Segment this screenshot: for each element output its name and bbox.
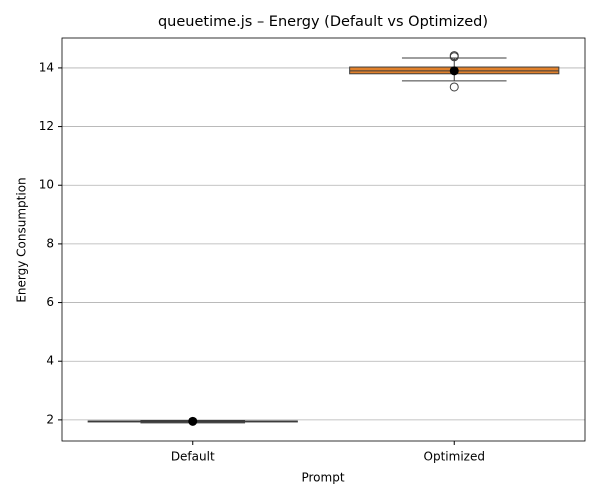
plot-frame	[61, 37, 586, 442]
chart-title: queuetime.js – Energy (Default vs Optimi…	[158, 14, 488, 30]
y-tick-label: 14	[39, 60, 54, 74]
outlier	[449, 51, 459, 61]
x-tick-label: Default	[171, 450, 215, 464]
x-axis-label: Prompt	[301, 471, 344, 485]
y-tick-label: 4	[46, 354, 54, 368]
y-tick-label: 10	[39, 178, 54, 192]
y-tick-label: 8	[46, 236, 54, 250]
mean	[188, 416, 198, 426]
x-tick-label: Optimized	[424, 450, 485, 464]
y-tick-label: 2	[46, 412, 54, 426]
y-axis-label: Energy Consumption	[15, 177, 29, 302]
y-tick-label: 6	[46, 295, 54, 309]
mean	[449, 66, 459, 76]
outlier	[449, 82, 459, 92]
y-tick-label: 12	[39, 119, 54, 133]
